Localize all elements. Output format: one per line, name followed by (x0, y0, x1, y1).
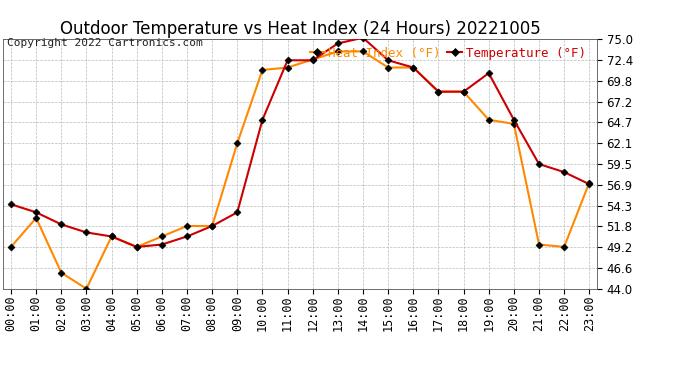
Heat Index (°F) (535, 242, 543, 247)
Temperature (°F) (158, 242, 166, 247)
Heat Index (°F) (158, 234, 166, 239)
Temperature (°F) (208, 224, 216, 228)
Heat Index (°F) (108, 234, 116, 239)
Heat Index (°F) (359, 49, 367, 54)
Temperature (°F) (510, 118, 518, 122)
Temperature (°F) (460, 89, 468, 94)
Heat Index (°F) (284, 65, 292, 70)
Temperature (°F) (57, 222, 66, 226)
Heat Index (°F) (334, 49, 342, 54)
Heat Index (°F) (308, 57, 317, 62)
Heat Index (°F) (409, 65, 417, 70)
Temperature (°F) (535, 162, 543, 166)
Heat Index (°F) (7, 244, 15, 249)
Text: Copyright 2022 Cartronics.com: Copyright 2022 Cartronics.com (7, 38, 203, 48)
Heat Index (°F) (258, 68, 266, 72)
Heat Index (°F) (434, 89, 442, 94)
Temperature (°F) (434, 89, 442, 94)
Temperature (°F) (183, 234, 191, 239)
Temperature (°F) (7, 202, 15, 207)
Temperature (°F) (284, 58, 292, 63)
Heat Index (°F) (560, 244, 569, 249)
Legend: Heat Index (°F), Temperature (°F): Heat Index (°F), Temperature (°F) (305, 42, 591, 65)
Temperature (°F) (108, 234, 116, 239)
Heat Index (°F) (82, 286, 90, 291)
Heat Index (°F) (208, 224, 216, 228)
Temperature (°F) (233, 210, 242, 214)
Temperature (°F) (560, 170, 569, 174)
Heat Index (°F) (32, 216, 40, 220)
Heat Index (°F) (460, 89, 468, 94)
Temperature (°F) (32, 210, 40, 214)
Temperature (°F) (359, 36, 367, 40)
Heat Index (°F) (57, 270, 66, 275)
Line: Heat Index (°F): Heat Index (°F) (8, 49, 592, 291)
Temperature (°F) (258, 118, 266, 122)
Title: Outdoor Temperature vs Heat Index (24 Hours) 20221005: Outdoor Temperature vs Heat Index (24 Ho… (60, 20, 540, 38)
Temperature (°F) (82, 230, 90, 235)
Heat Index (°F) (233, 141, 242, 146)
Heat Index (°F) (484, 118, 493, 122)
Heat Index (°F) (384, 65, 393, 70)
Heat Index (°F) (132, 244, 141, 249)
Heat Index (°F) (585, 180, 593, 185)
Temperature (°F) (585, 182, 593, 186)
Temperature (°F) (484, 71, 493, 75)
Temperature (°F) (409, 65, 417, 70)
Heat Index (°F) (510, 122, 518, 126)
Temperature (°F) (132, 244, 141, 249)
Line: Temperature (°F): Temperature (°F) (8, 35, 592, 249)
Heat Index (°F) (183, 224, 191, 228)
Temperature (°F) (334, 41, 342, 46)
Temperature (°F) (308, 58, 317, 63)
Temperature (°F) (384, 58, 393, 63)
